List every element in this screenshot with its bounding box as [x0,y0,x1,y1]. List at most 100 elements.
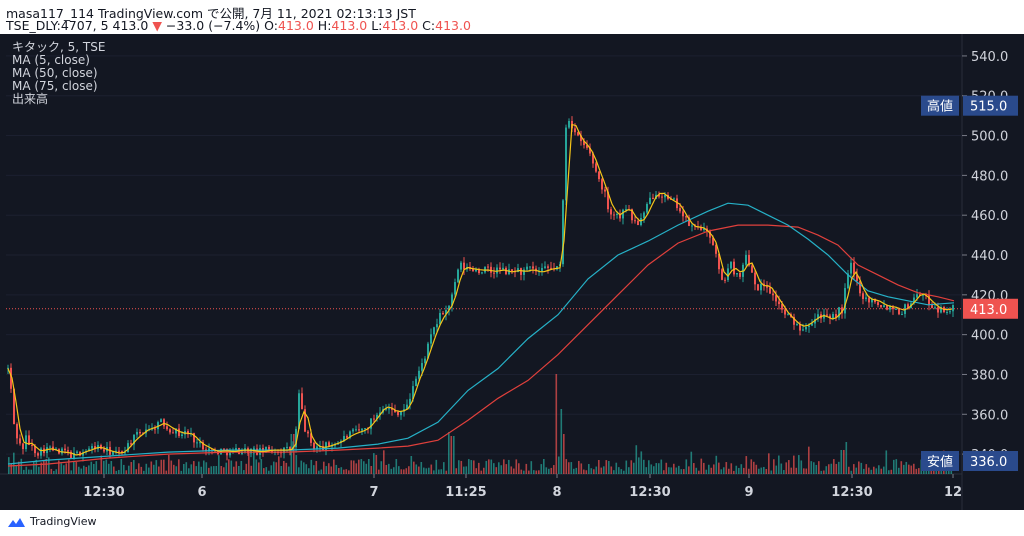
tradingview-logo[interactable]: TradingView [6,515,96,528]
candle-body [385,408,387,410]
volume-bar [533,470,535,474]
volume-bar [858,461,860,474]
volume-bar [740,464,743,474]
volume-bar [833,459,835,474]
candle-body [913,297,915,304]
candle-body [82,452,84,456]
volume-bar [23,469,25,474]
candle-body [121,451,123,453]
x-tick-label: 12 [944,485,962,500]
volume-bar [305,464,308,474]
last-price-text: 413.0 [970,303,1007,318]
volume-bar [555,374,558,474]
low-label-box [921,451,959,471]
candle-body [91,446,93,449]
volume-bar [878,465,880,474]
volume-bar [288,466,290,474]
volume-bar [730,463,733,474]
volume-bar [655,463,658,474]
volume-bar [308,468,310,474]
volume-bar [430,464,433,474]
volume-bar [670,467,673,474]
volume-bar [755,464,758,474]
volume-bar [835,463,838,474]
y-tick-label: 540.0 [971,50,1008,65]
candle-body [751,265,753,273]
candle-body [289,446,291,450]
candle-body [103,449,105,452]
candle-body [721,269,723,280]
chart-area[interactable]: 540.0520.0500.0480.0460.0440.0420.0400.0… [0,34,1024,510]
x-tick-label: 8 [552,485,561,500]
volume-bar [575,467,578,474]
volume-bar [668,467,670,474]
volume-bar [110,460,113,474]
volume-bar [318,470,320,474]
volume-bar [343,469,345,474]
volume-bar [50,468,53,474]
volume-bar [715,455,718,474]
volume-bar [513,468,515,474]
candle-body [379,412,381,415]
candle-body [343,436,345,441]
candle-body [547,266,549,268]
volume-bar [848,466,850,474]
volume-bar [870,469,873,474]
candle-body [193,433,195,443]
candle-body [412,386,414,399]
volume-bar [868,467,870,474]
volume-bar [710,467,713,474]
price-chart[interactable]: 540.0520.0500.0480.0460.0440.0420.0400.0… [0,34,1024,510]
volume-bar [743,467,745,474]
volume-bar [910,465,913,474]
volume-bar [185,462,188,474]
candle-body [601,179,603,190]
candle-body [874,298,876,303]
volume-bar [785,462,788,474]
volume-bar [18,461,20,474]
candle-body [778,301,780,305]
volume-bar [518,463,520,474]
volume-bar [568,462,570,474]
candle-body [718,253,720,270]
volume-bar [310,459,313,474]
candle-body [796,324,798,326]
volume-bar [238,466,240,474]
volume-bar [393,467,395,474]
volume-bar [250,465,253,474]
volume-bar [443,462,445,474]
candle-body [616,213,618,215]
volume-bar [738,467,740,474]
volume-bar [818,461,820,474]
volume-bar [115,470,118,474]
volume-bar [338,467,340,474]
volume-bar [675,467,678,474]
volume-bar [890,469,893,474]
candle-body [688,217,690,226]
volume-bar [273,461,275,474]
candle-body [727,268,729,281]
candle-body [316,446,318,449]
volume-bar [905,461,908,474]
volume-bar [638,457,640,474]
ma50-line [7,202,955,465]
volume-bar [330,466,333,474]
candle-body [922,294,924,296]
volume-bar [593,469,595,474]
candle-body [619,213,621,219]
tradingview-cloud-icon [8,517,25,527]
candle-body [421,363,423,371]
candle-body [409,398,411,405]
candle-body [451,294,453,306]
candle-body [286,446,288,448]
candle-body [295,428,297,448]
y-tick-label: 360.0 [971,408,1008,423]
candle-body [328,442,330,446]
volume-bar [435,459,438,474]
volume-bar [508,459,510,474]
volume-bar [563,434,565,474]
volume-bar [75,461,78,474]
candle-body [418,370,420,379]
volume-bar [360,459,363,474]
candle-body [28,435,30,445]
